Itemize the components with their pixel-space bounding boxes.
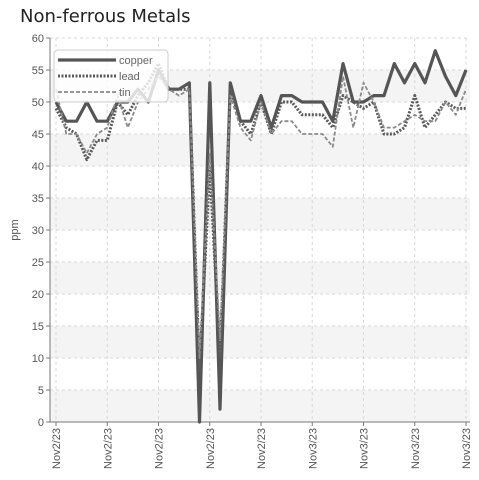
- y-tick-label: 30: [32, 225, 44, 237]
- y-tick-label: 60: [32, 33, 44, 45]
- y-tick-label: 35: [32, 193, 44, 205]
- y-tick-label: 0: [38, 417, 44, 429]
- grid-band: [50, 166, 470, 198]
- x-tick-label: Nov3/23: [359, 428, 371, 469]
- x-tick-label: Nov3/23: [307, 428, 319, 469]
- grid-band: [50, 326, 470, 358]
- x-tick-label: Nov2/23: [256, 428, 268, 469]
- y-tick-label: 45: [32, 129, 44, 141]
- y-tick-label: 50: [32, 97, 44, 109]
- series-line-tin: [55, 75, 467, 359]
- grid-band: [50, 390, 470, 422]
- legend-label-lead: lead: [119, 71, 140, 83]
- grid-band: [50, 230, 470, 262]
- x-tick-label: Nov2/23: [154, 428, 166, 469]
- y-tick-label: 40: [32, 161, 44, 173]
- grid-band: [50, 198, 470, 230]
- grid-band: [50, 134, 470, 166]
- y-tick-label: 10: [32, 353, 44, 365]
- y-axis-title: ppm: [9, 219, 21, 240]
- chart-title: Non-ferrous Metals: [20, 6, 191, 27]
- y-tick-label: 25: [32, 257, 44, 269]
- grid-band: [50, 262, 470, 294]
- x-tick-label: Nov3/23: [410, 428, 422, 469]
- background-bands: [50, 38, 470, 422]
- x-tick-label: Nov2/23: [102, 428, 114, 469]
- x-tick-label: Nov2/23: [205, 428, 217, 469]
- legend-label-tin: tin: [119, 87, 131, 99]
- y-tick-label: 15: [32, 321, 44, 333]
- y-tick-label: 5: [38, 385, 44, 397]
- x-tick-label: Nov2/23: [51, 428, 63, 469]
- legend-label-copper: copper: [119, 55, 153, 67]
- y-tick-label: 20: [32, 289, 44, 301]
- axes: 0 5 10 15 20 25 30 35 40 45 50 55 60 Nov2/23 Nov2/23 No…: [9, 33, 473, 469]
- x-tick-label: Nov3/23: [461, 428, 473, 469]
- grid-band: [50, 294, 470, 326]
- legend: copper lead tin: [53, 49, 169, 103]
- grid-band: [50, 358, 470, 390]
- y-tick-label: 55: [32, 65, 44, 77]
